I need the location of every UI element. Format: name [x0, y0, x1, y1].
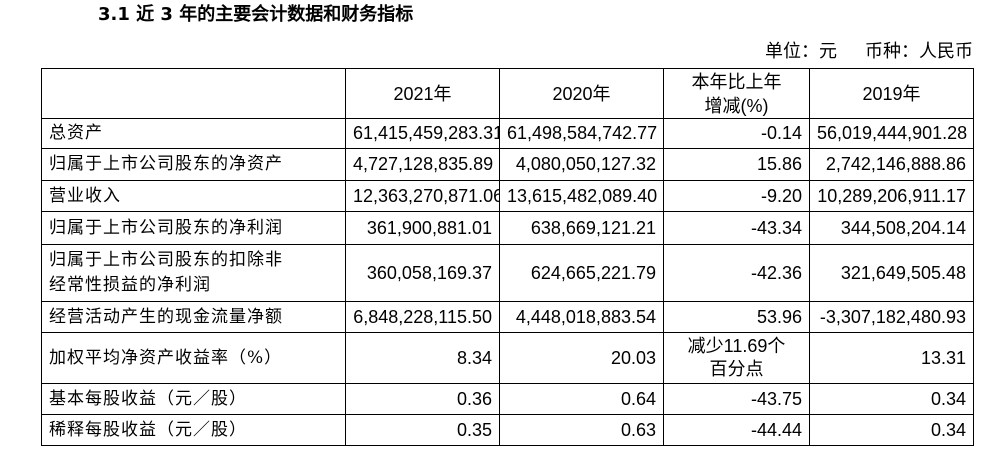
table-row: 稀释每股收益（元／股） 0.35 0.63 -44.44 0.34	[41, 414, 974, 446]
value-change-line1: 减少11.69个	[687, 336, 786, 356]
table-row: 经营活动产生的现金流量净额 6,848,228,115.50 4,448,018…	[41, 301, 974, 333]
value-change: -42.36	[663, 244, 810, 302]
value-2020: 4,080,050,127.32	[499, 148, 664, 181]
value-2020: 13,615,482,089.40	[499, 180, 664, 212]
table-row: 归属于上市公司股东的扣除非 经常性损益的净利润 360,058,169.37 6…	[41, 244, 974, 302]
value-change: -0.14	[663, 118, 810, 149]
value-2021: 360,058,169.37	[345, 244, 500, 302]
value-2021: 61,415,459,283.31	[345, 118, 500, 149]
value-2020: 20.03	[499, 332, 664, 384]
row-label-line2: 经常性损益的净利润	[49, 275, 211, 295]
value-2021: 6,848,228,115.50	[345, 301, 500, 333]
value-2019: 0.34	[809, 414, 974, 446]
header-change-line2: 增减(%)	[704, 95, 769, 116]
value-change: -43.75	[663, 383, 810, 415]
value-2021: 8.34	[345, 332, 500, 384]
header-2021: 2021年	[345, 68, 500, 119]
value-2021: 0.36	[345, 383, 500, 415]
row-label-line1: 归属于上市公司股东的扣除非	[49, 250, 283, 270]
table-row: 营业收入 12,363,270,871.06 13,615,482,089.40…	[41, 180, 974, 212]
row-label: 加权平均净资产收益率（%）	[41, 332, 346, 384]
row-label: 归属于上市公司股东的净资产	[41, 148, 346, 181]
section-heading: 3.1 近 3 年的主要会计数据和财务指标	[98, 4, 414, 25]
unit-label: 单位：元	[765, 41, 837, 62]
header-change: 本年比上年 增减(%)	[663, 68, 810, 119]
value-2019: 56,019,444,901.28	[809, 118, 974, 149]
value-2021: 0.35	[345, 414, 500, 446]
value-2019: -3,307,182,480.93	[809, 301, 974, 333]
header-2019: 2019年	[809, 68, 974, 119]
row-label: 总资产	[41, 118, 346, 149]
header-change-line1: 本年比上年	[691, 71, 782, 92]
row-label: 归属于上市公司股东的扣除非 经常性损益的净利润	[41, 244, 346, 302]
table-header-row: 2021年 2020年 本年比上年 增减(%) 2019年	[41, 68, 974, 119]
value-change: -43.34	[663, 211, 810, 245]
table-row: 加权平均净资产收益率（%） 8.34 20.03 减少11.69个 百分点 13…	[41, 332, 974, 384]
value-change: 53.96	[663, 301, 810, 333]
table-row: 归属于上市公司股东的净资产 4,727,128,835.89 4,080,050…	[41, 148, 974, 181]
value-change: 15.86	[663, 148, 810, 181]
header-blank-cell	[41, 68, 346, 119]
row-label: 稀释每股收益（元／股）	[41, 414, 346, 446]
value-2020: 0.63	[499, 414, 664, 446]
value-change-line2: 百分点	[709, 359, 764, 379]
row-label: 归属于上市公司股东的净利润	[41, 211, 346, 245]
header-2020: 2020年	[499, 68, 664, 119]
value-2019: 2,742,146,888.86	[809, 148, 974, 181]
value-2020: 61,498,584,742.77	[499, 118, 664, 149]
value-2020: 624,665,221.79	[499, 244, 664, 302]
value-2019: 13.31	[809, 332, 974, 384]
unit-currency-line: 单位：元 币种：人民币	[765, 40, 973, 64]
value-2021: 361,900,881.01	[345, 211, 500, 245]
value-2021: 4,727,128,835.89	[345, 148, 500, 181]
row-label: 基本每股收益（元／股）	[41, 383, 346, 415]
value-2019: 344,508,204.14	[809, 211, 974, 245]
value-change: -9.20	[663, 180, 810, 212]
value-2020: 638,669,121.21	[499, 211, 664, 245]
value-change: 减少11.69个 百分点	[663, 332, 810, 384]
value-2019: 10,289,206,911.17	[809, 180, 974, 212]
value-2020: 0.64	[499, 383, 664, 415]
value-change: -44.44	[663, 414, 810, 446]
value-2019: 321,649,505.48	[809, 244, 974, 302]
row-label: 经营活动产生的现金流量净额	[41, 301, 346, 333]
currency-label: 币种：人民币	[865, 41, 973, 62]
table-row: 总资产 61,415,459,283.31 61,498,584,742.77 …	[41, 118, 974, 149]
value-2020: 4,448,018,883.54	[499, 301, 664, 333]
table-row: 基本每股收益（元／股） 0.36 0.64 -43.75 0.34	[41, 383, 974, 415]
value-2021: 12,363,270,871.06	[345, 180, 500, 212]
table-row: 归属于上市公司股东的净利润 361,900,881.01 638,669,121…	[41, 211, 974, 245]
row-label: 营业收入	[41, 180, 346, 212]
financial-indicators-table: 2021年 2020年 本年比上年 增减(%) 2019年 总资产 61,415…	[41, 68, 974, 446]
value-2019: 0.34	[809, 383, 974, 415]
